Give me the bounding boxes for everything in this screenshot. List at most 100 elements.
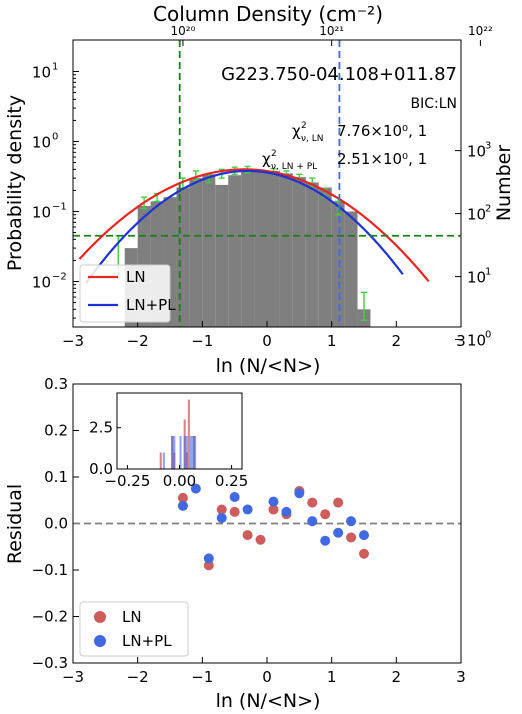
legend-ln-text: LN: [122, 608, 142, 626]
residual-point-ln-pl: [346, 516, 357, 527]
residual-point-ln-pl: [229, 491, 240, 502]
top-x-axis-label: ln (N/<N>): [216, 355, 321, 377]
residual-point-ln: [203, 560, 214, 571]
x-tick-label: −2: [127, 332, 149, 350]
y-tick-label: 10: [32, 204, 51, 222]
y-tick-exponent: 1: [52, 62, 58, 73]
top-x-tick-label: 10²²: [468, 24, 493, 38]
inset-y-tick-label: 2.5: [89, 419, 113, 437]
residual-point-ln: [242, 530, 253, 541]
residual-x-ticks: −3 −2 −1 0 1 2 3: [62, 657, 466, 686]
legend-box: [79, 264, 171, 323]
residual-point-ln-pl: [216, 512, 227, 523]
x-tick-label: 0: [262, 332, 272, 350]
chi-ln-value: 7.76×10⁰, 1: [337, 122, 427, 140]
chi-pl-sup: 2: [271, 149, 277, 159]
histogram-bar: [305, 182, 319, 327]
inset-y-tick-label: 0.0: [89, 460, 113, 478]
residual-x-tick-label: −1: [191, 668, 213, 686]
residual-y-tick-label: 0.1: [44, 468, 68, 486]
chi-pl-value: 2.51×10⁰, 1: [337, 150, 427, 168]
residual-x-axis-label: ln (N/<N>): [216, 690, 321, 712]
inset-ticks: −0.25 0.00 0.25 0.0 2.5: [89, 419, 248, 490]
residual-point-ln: [255, 534, 266, 545]
y-tick-exponent: −2: [52, 272, 67, 283]
y2-tick-exponent: 1: [485, 267, 491, 278]
residual-point-ln-pl: [177, 500, 188, 511]
x-tick-label: −1: [191, 332, 213, 350]
histogram-bar: [215, 184, 229, 327]
legend-ln-pl-text: LN+PL: [122, 632, 172, 650]
histogram-bar: [202, 174, 216, 327]
residual-point-ln-pl: [307, 516, 318, 527]
residual-plot-frame: [72, 383, 462, 664]
histogram-bar: [176, 187, 190, 327]
inset-bar-ln-pl: [189, 435, 192, 469]
residual-y-tick-label: 0.0: [44, 515, 68, 533]
residual-point-ln-pl: [203, 553, 214, 564]
y2-tick-exponent: 3: [485, 141, 491, 152]
chi-ln-annotation: χ 2 ν, LN 7.76×10⁰, 1: [292, 121, 427, 144]
top-legend: LN LN+PL: [79, 264, 176, 323]
residual-point-ln-pl: [333, 527, 344, 538]
residual-point-ln: [307, 497, 318, 508]
bottom-legend: LN LN+PL: [79, 601, 189, 657]
residual-y-tick-label: 0.3: [44, 375, 68, 393]
y-tick-label: 10: [32, 134, 51, 152]
top-x-tick-label: 10²⁰: [170, 24, 195, 38]
top-x-tick-label: 10²¹: [319, 24, 344, 38]
residual-y-tick-label: 0.2: [44, 422, 68, 440]
inset-plot: −0.25 0.00 0.25 0.0 2.5: [89, 392, 248, 490]
residual-point-ln: [346, 532, 357, 543]
legend-ln-pl-label: LN+PL: [126, 296, 176, 314]
residual-x-tick-label: 2: [392, 668, 402, 686]
ln-fit-curve: [78, 168, 430, 283]
residual-point-ln-pl: [294, 488, 305, 499]
residual-legend-box: [79, 601, 189, 657]
inset-bar-ln-pl: [192, 435, 197, 469]
residual-point-ln-pl: [320, 535, 331, 546]
residual-point-ln: [268, 504, 279, 515]
residual-y-tick-label: −0.1: [32, 561, 68, 579]
x-tick-label: 2: [392, 332, 402, 350]
inset-bar-ln: [159, 452, 162, 469]
top-bottom-x-ticks: −3 −2 −1 0 1 2 3: [62, 321, 466, 350]
inset-histogram-bars: [159, 399, 197, 469]
residual-x-tick-label: 3: [456, 668, 466, 686]
residual-y-ticks: −0.3 −0.2 −0.1 0.0 0.1 0.2 0.3: [32, 375, 79, 672]
histogram-bar: [189, 178, 203, 327]
residual-point-ln: [229, 506, 240, 517]
chi-pl-annotation: χ 2 ν, LN + PL 2.51×10⁰, 1: [262, 149, 427, 172]
top-x-ticks: 10²⁰ 10²¹ 10²²: [170, 24, 493, 46]
residual-y-tick-label: −0.3: [32, 654, 68, 672]
residual-x-tick-label: −3: [62, 668, 84, 686]
inset-bar-ln-pl: [183, 435, 188, 469]
y2-tick-label: 10: [467, 206, 486, 224]
y2-tick-label: 10: [467, 269, 486, 287]
inset-x-tick-label: 0.25: [215, 472, 248, 490]
residual-point-ln: [177, 492, 188, 503]
chi-pl-symbol: χ: [262, 150, 271, 168]
x-tick-label: −3: [62, 332, 84, 350]
residual-point-ln-pl: [190, 483, 201, 494]
y-tick-exponent: 0: [52, 132, 58, 143]
residual-point-ln: [320, 509, 331, 520]
ln-pl-fit-curve: [85, 169, 404, 284]
histogram-bar: [267, 170, 280, 327]
residual-x-tick-label: −2: [127, 668, 149, 686]
residual-point-ln-pl: [359, 530, 369, 541]
x-tick-label: 1: [327, 332, 337, 350]
source-title: G223.750-04.108+011.87: [221, 64, 457, 85]
histogram-bar: [344, 211, 358, 327]
histogram-bar: [279, 173, 293, 327]
residual-point-ln: [333, 497, 344, 508]
residual-x-tick-label: 1: [327, 668, 337, 686]
histogram-bar: [331, 201, 345, 327]
residual-point-ln: [216, 504, 227, 515]
residual-y-axis-label: Residual: [4, 484, 26, 564]
legend-ln-label: LN: [126, 268, 146, 286]
y2-tick-label: 10: [467, 143, 486, 161]
